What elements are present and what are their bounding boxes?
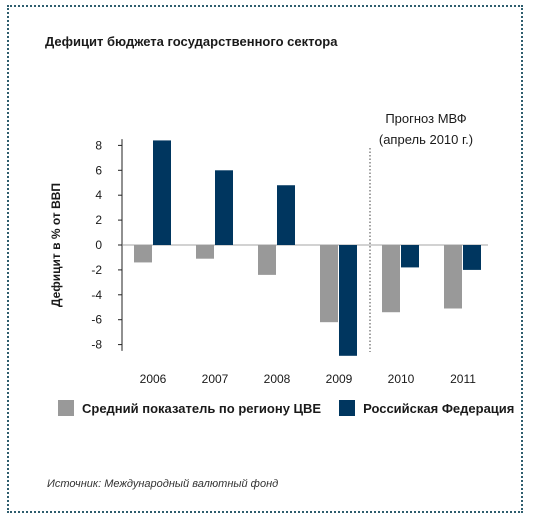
y-tick-label: 2 (95, 213, 102, 227)
legend-swatch-cee (58, 400, 74, 416)
bar-russia-2009 (339, 245, 357, 356)
y-tick-label: 6 (95, 163, 102, 177)
bar-cee-2006 (134, 245, 152, 263)
legend: Средний показатель по региону ЦВЕ Россий… (58, 400, 532, 416)
x-tick-label: 2011 (450, 372, 476, 386)
y-axis-title: Дефицит в % от ВВП (49, 183, 63, 307)
bars (134, 140, 481, 356)
legend-item-russia: Российская Федерация (339, 400, 514, 416)
bar-cee-2008 (258, 245, 276, 275)
y-tick-label: 4 (95, 188, 102, 202)
bar-cee-2011 (444, 245, 462, 309)
y-tick-label: 8 (95, 138, 102, 152)
chart-frame (7, 5, 523, 513)
x-axis-labels: 2006 2007 2008 2009 2010 2011 (140, 372, 477, 386)
x-tick-label: 2009 (326, 372, 353, 386)
bar-russia-2010 (401, 245, 419, 268)
bar-cee-2009 (320, 245, 338, 323)
y-tick-label: -4 (91, 288, 102, 302)
bar-russia-2011 (463, 245, 481, 270)
legend-label-russia: Российская Федерация (363, 400, 515, 416)
legend-swatch-russia (339, 400, 356, 416)
forecast-label-line2: (апрель 2010 г.) (378, 132, 474, 147)
bar-russia-2008 (277, 185, 295, 245)
y-tick-label: -2 (91, 263, 102, 277)
y-axis: 8 6 4 2 0 -2 -4 -6 -8 (91, 138, 488, 352)
source-note: Источник: Международный валютный фонд (47, 478, 279, 490)
legend-item-cee: Средний показатель по региону ЦВЕ (58, 400, 321, 416)
forecast-label: Прогноз МВФ (апрель 2010 г.) (376, 108, 476, 150)
x-tick-label: 2010 (388, 372, 415, 386)
bar-cee-2007 (196, 245, 214, 259)
bar-russia-2006 (153, 140, 171, 245)
y-tick-label: -8 (91, 338, 102, 352)
x-tick-label: 2006 (140, 372, 167, 386)
x-tick-label: 2008 (264, 372, 291, 386)
x-tick-label: 2007 (202, 372, 229, 386)
bar-russia-2007 (215, 170, 233, 245)
legend-label-cee: Средний показатель по региону ЦВЕ (82, 400, 322, 416)
y-tick-label: -6 (91, 313, 102, 327)
y-tick-label: 0 (95, 238, 102, 252)
chart-title: Дефицит бюджета государственного сектора (45, 34, 338, 49)
forecast-label-line1: Прогноз МВФ (385, 111, 467, 126)
bar-cee-2010 (382, 245, 400, 313)
